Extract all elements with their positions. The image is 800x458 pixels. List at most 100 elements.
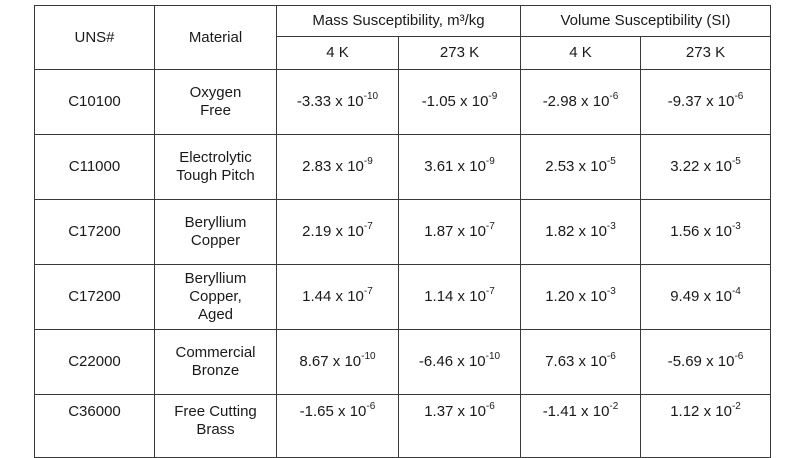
times-ten-operator: x 10 xyxy=(331,223,364,240)
value-mantissa: 1.56 xyxy=(670,223,700,240)
material-cell: Electrolytic Tough Pitch xyxy=(154,134,277,200)
value-exponent: -3 xyxy=(731,221,741,232)
susceptibility-value-cell: -3.33 x 10-10 xyxy=(276,69,399,135)
times-ten-operator: x 10 xyxy=(453,223,486,240)
times-ten-operator: x 10 xyxy=(331,158,364,175)
material-cell: Oxygen Free xyxy=(154,69,277,135)
value-mantissa: -1.65 xyxy=(299,403,334,420)
value-exponent: -7 xyxy=(363,221,373,232)
susceptibility-value-cell: 1.56 x 10-3 xyxy=(640,199,772,265)
value-exponent: -2 xyxy=(731,401,741,412)
susceptibility-value-cell: 2.19 x 10-7 xyxy=(276,199,399,265)
material-line: Brass xyxy=(196,421,235,438)
material-line: Commercial xyxy=(175,344,256,361)
material-cell: Beryllium Copper, Aged xyxy=(154,264,277,330)
value-mantissa: 1.20 xyxy=(545,288,575,305)
times-ten-operator: x 10 xyxy=(701,93,735,110)
value-mantissa: -3.33 xyxy=(296,93,332,110)
table-row: C11000 Electrolytic Tough Pitch 2.83 x 10-9… xyxy=(34,134,772,200)
times-ten-operator: x 10 xyxy=(574,223,607,240)
times-ten-operator: x 10 xyxy=(576,403,610,420)
value-exponent: -3 xyxy=(606,286,616,297)
material-header: Material xyxy=(154,5,277,70)
times-ten-operator: x 10 xyxy=(328,353,362,370)
value-exponent: -10 xyxy=(361,351,376,362)
value-mantissa: 1.12 xyxy=(670,403,700,420)
value-mantissa: 1.37 xyxy=(424,403,454,420)
times-ten-operator: x 10 xyxy=(574,158,607,175)
material-line: Copper, xyxy=(189,288,242,305)
value-exponent: -6 xyxy=(609,91,619,102)
value-exponent: -2 xyxy=(609,401,619,412)
value-mantissa: 9.49 xyxy=(670,288,700,305)
value-exponent: -7 xyxy=(485,221,495,232)
value-mantissa: 8.67 xyxy=(299,353,329,370)
value-exponent: -5 xyxy=(731,156,741,167)
value-exponent: -6 xyxy=(366,401,376,412)
times-ten-operator: x 10 xyxy=(455,93,489,110)
material-line: Free Cutting xyxy=(174,403,257,420)
value-mantissa: -5.69 xyxy=(667,353,702,370)
material-line: Bronze xyxy=(191,362,240,379)
uns-cell: C17200 xyxy=(34,264,155,330)
material-cell: Beryllium Copper xyxy=(154,199,277,265)
value-exponent: -7 xyxy=(485,286,495,297)
value-mantissa: 7.63 xyxy=(545,353,575,370)
table-row: C17200 Beryllium Copper, Aged 1.44 x 10-7 1.1… xyxy=(34,264,772,330)
material-cell: Free Cutting Brass xyxy=(154,394,277,458)
value-mantissa: 3.22 xyxy=(670,158,700,175)
times-ten-operator: x 10 xyxy=(699,223,732,240)
value-exponent: -7 xyxy=(363,286,373,297)
value-exponent: -4 xyxy=(731,286,741,297)
times-ten-operator: x 10 xyxy=(331,93,364,110)
susceptibility-value-cell: 1.44 x 10-7 xyxy=(276,264,399,330)
value-mantissa: -9.37 xyxy=(667,93,702,110)
susceptibility-value-cell: 9.49 x 10-4 xyxy=(640,264,772,330)
susceptibility-value-cell: 1.82 x 10-3 xyxy=(520,199,642,265)
volume-273k-header: 273 K xyxy=(640,36,772,70)
times-ten-operator: x 10 xyxy=(576,93,610,110)
value-mantissa: 1.14 xyxy=(424,288,454,305)
times-ten-operator: x 10 xyxy=(699,288,732,305)
times-ten-operator: x 10 xyxy=(453,288,486,305)
uns-cell: C17200 xyxy=(34,199,155,265)
material-line: Copper xyxy=(190,232,241,249)
uns-cell: C36000 xyxy=(34,394,155,458)
material-line: Beryllium xyxy=(184,214,247,231)
value-mantissa: 1.87 xyxy=(424,223,454,240)
table-body: C10100 Oxygen Free -3.33 x 10-10 -1.05 x 10-… xyxy=(34,69,772,458)
times-ten-operator: x 10 xyxy=(453,403,486,420)
susceptibility-value-cell: -6.46 x 10-10 xyxy=(397,329,522,395)
value-mantissa: -6.46 xyxy=(418,353,454,370)
table-row: C10100 Oxygen Free -3.33 x 10-10 -1.05 x 10-… xyxy=(34,69,772,135)
material-line: Electrolytic xyxy=(179,149,252,166)
material-line: Beryllium xyxy=(184,270,247,287)
mass-susceptibility-label: Mass Susceptibility, m³/kg xyxy=(312,12,485,29)
susceptibility-value-cell: 1.20 x 10-3 xyxy=(520,264,642,330)
susceptibility-value-cell: -1.41 x 10-2 xyxy=(520,394,642,458)
table-header: UNS# Material Mass Susceptibility, m³/kg… xyxy=(34,5,772,70)
value-exponent: -9 xyxy=(485,156,495,167)
table-row: C36000 Free Cutting Brass -1.65 x 10-6 1.37 … xyxy=(34,394,772,458)
uns-cell: C22000 xyxy=(34,329,155,395)
susceptibility-value-cell: 3.61 x 10-9 xyxy=(397,134,522,200)
susceptibility-table: UNS# Material Mass Susceptibility, m³/kg… xyxy=(34,5,772,458)
value-mantissa: 1.44 xyxy=(302,288,332,305)
value-exponent: -9 xyxy=(488,91,498,102)
value-mantissa: 2.53 xyxy=(545,158,575,175)
value-exponent: -6 xyxy=(734,91,744,102)
value-mantissa: 3.61 xyxy=(424,158,454,175)
material-line: Tough Pitch xyxy=(176,167,255,184)
susceptibility-value-cell: 1.87 x 10-7 xyxy=(397,199,522,265)
value-exponent: -9 xyxy=(363,156,373,167)
value-mantissa: -1.41 xyxy=(542,403,577,420)
material-line: Free xyxy=(200,102,231,119)
material-line: Oxygen xyxy=(189,84,242,101)
table-row: C22000 Commercial Bronze 8.67 x 10-10 -6.46 … xyxy=(34,329,772,395)
susceptibility-value-cell: -2.98 x 10-6 xyxy=(520,69,642,135)
uns-cell: C11000 xyxy=(34,134,155,200)
susceptibility-value-cell: 1.12 x 10-2 xyxy=(640,394,772,458)
times-ten-operator: x 10 xyxy=(331,288,364,305)
susceptibility-value-cell: 1.14 x 10-7 xyxy=(397,264,522,330)
times-ten-operator: x 10 xyxy=(574,353,607,370)
